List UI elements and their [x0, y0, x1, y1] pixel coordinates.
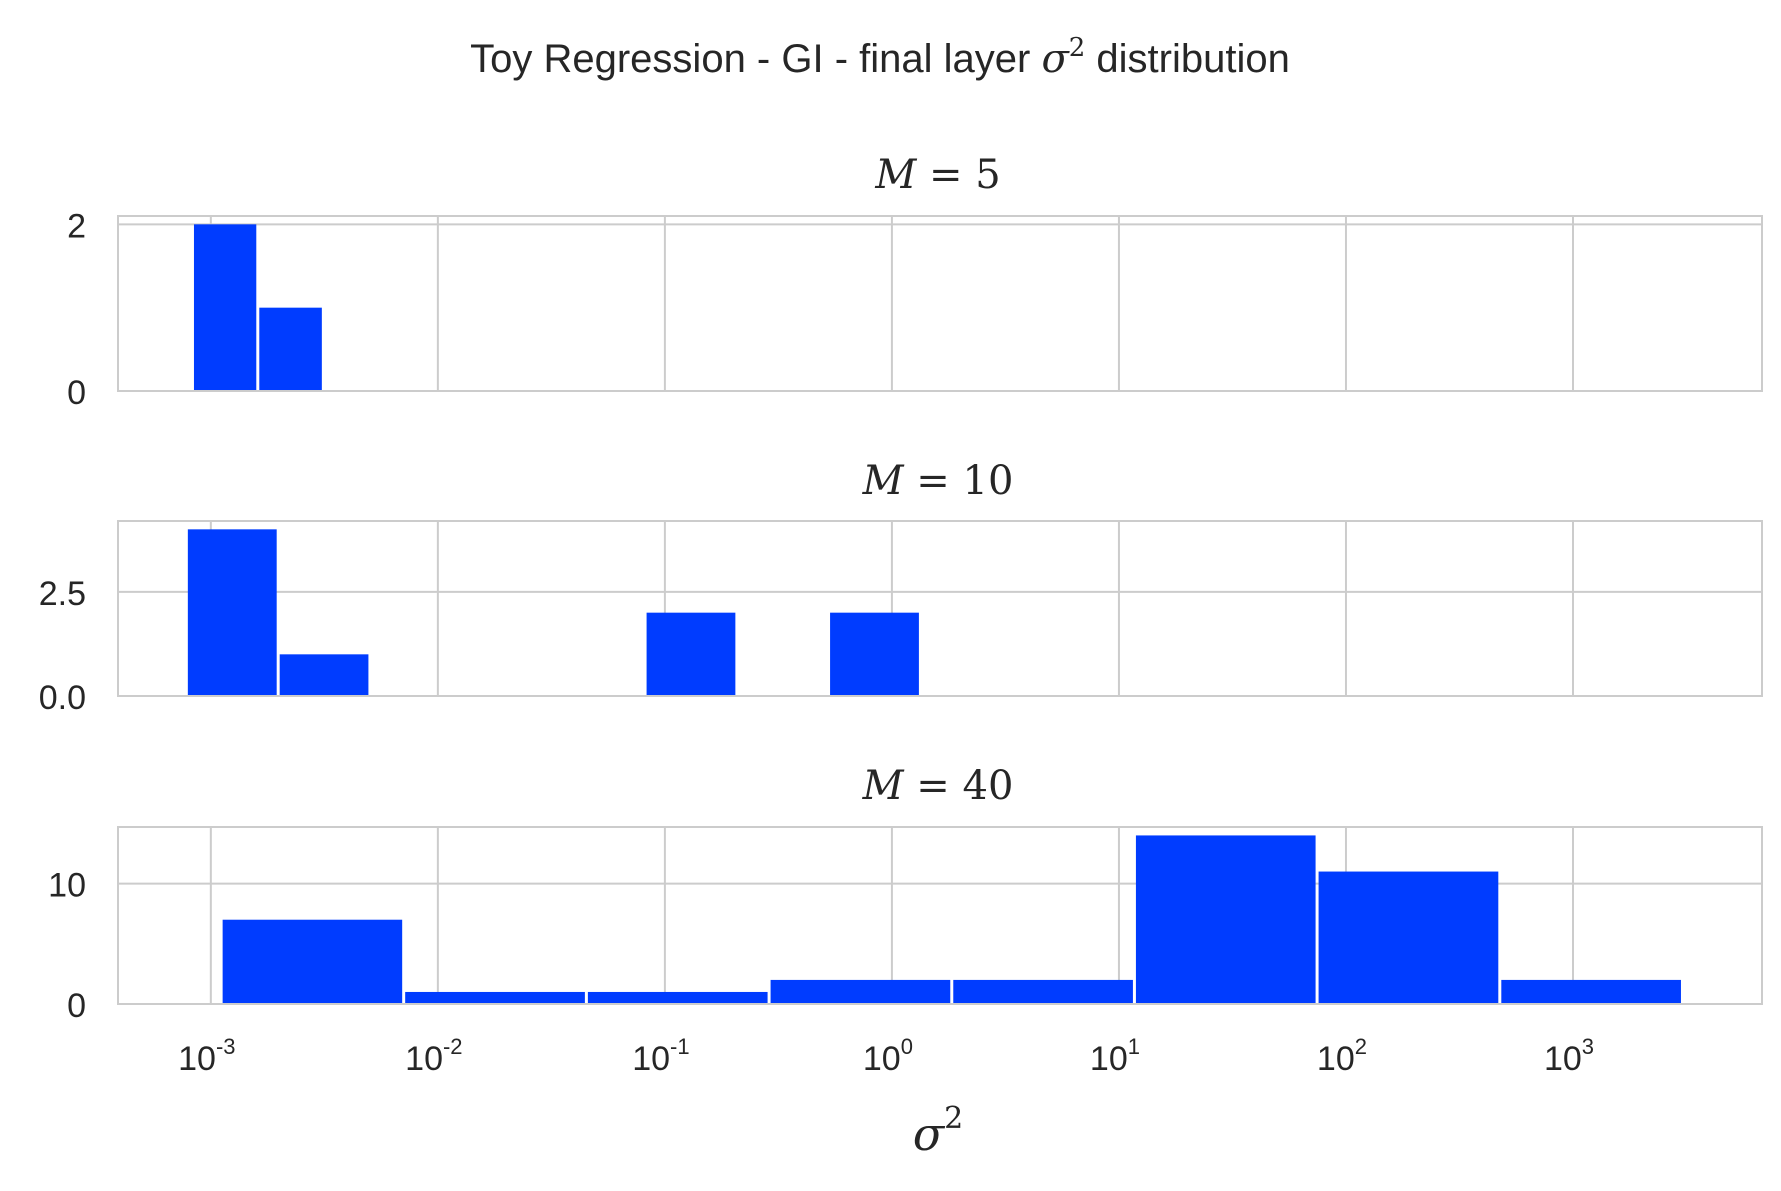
- histogram-bar: [193, 224, 257, 391]
- x-tick-exponent: 2: [1355, 1034, 1367, 1059]
- subplot-1: 0 2 M = 5: [67, 152, 1763, 412]
- subplot-3: 0 10 M = 40: [48, 763, 1763, 1025]
- histogram-bar: [1135, 835, 1316, 1004]
- figure-title-math-sup: 2: [1069, 33, 1086, 63]
- x-tick-label: 10-2: [405, 1034, 462, 1078]
- y-tick-label: 0: [67, 374, 86, 412]
- figure-title-math: σ: [1041, 36, 1070, 82]
- subplot-title-value: 5: [975, 152, 1000, 198]
- x-tick-exponent: 1: [1128, 1034, 1140, 1059]
- x-axis: 10-3 10-2 10-1 100 101 102 103: [178, 1034, 1594, 1078]
- histogram-bar: [279, 654, 369, 696]
- axes-frame: [117, 520, 1763, 697]
- x-tick-label: 102: [1317, 1034, 1367, 1078]
- x-tick-base: 10: [863, 1040, 901, 1078]
- x-axis-label-sup: 2: [944, 1101, 963, 1136]
- x-tick-label: 103: [1544, 1034, 1594, 1078]
- histogram-bar: [646, 612, 736, 696]
- figure-title-suffix: distribution: [1085, 37, 1290, 81]
- x-tick-label: 101: [1090, 1034, 1140, 1078]
- subplot-title-eq: =: [904, 458, 963, 504]
- subplot-title-value: 10: [963, 458, 1014, 504]
- x-tick-exponent: 0: [901, 1034, 913, 1059]
- x-axis-label-math: σ: [913, 1107, 946, 1161]
- x-tick-base: 10: [1544, 1040, 1582, 1078]
- subplot-title-eq: =: [904, 763, 963, 809]
- subplot-2: 0.0 2.5 M = 10: [39, 458, 1763, 717]
- x-tick-exponent: -2: [443, 1034, 463, 1059]
- y-tick-label: 2: [67, 207, 86, 245]
- subplot-title: M = 5: [874, 152, 1000, 198]
- histogram-bar: [187, 529, 277, 696]
- histogram-bar: [1501, 979, 1681, 1004]
- histogram-bar: [222, 919, 403, 1004]
- axes-frame: [117, 215, 1763, 392]
- x-tick-exponent: 3: [1582, 1034, 1594, 1059]
- histogram-bar: [770, 979, 951, 1004]
- y-tick-label: 10: [48, 867, 86, 905]
- subplot-title-var: M: [874, 152, 917, 198]
- x-tick-base: 10: [405, 1040, 443, 1078]
- histogram-bar: [830, 612, 919, 696]
- histogram-bar: [587, 991, 768, 1004]
- figure-title-prefix: Toy Regression - GI - final layer: [470, 37, 1041, 81]
- subplots: 0 2 M = 5 0.0 2.5 M = 10 0 10 M = 40: [39, 152, 1763, 1025]
- x-tick-exponent: -3: [216, 1034, 236, 1059]
- x-tick-exponent: -1: [670, 1034, 690, 1059]
- subplot-title-var: M: [862, 763, 905, 809]
- subplot-title-value: 40: [963, 763, 1014, 809]
- x-tick-base: 10: [178, 1040, 216, 1078]
- y-tick-label: 2.5: [39, 575, 86, 613]
- x-tick-label: 100: [863, 1034, 913, 1078]
- x-tick-label: 10-1: [632, 1034, 689, 1078]
- histogram-bar: [953, 979, 1133, 1004]
- x-tick-base: 10: [632, 1040, 670, 1078]
- histogram-bar: [405, 991, 585, 1004]
- figure-title: Toy Regression - GI - final layer σ2 dis…: [470, 33, 1290, 82]
- histogram-bar: [1318, 871, 1499, 1004]
- subplot-title: M = 10: [862, 458, 1014, 504]
- subplot-title: M = 40: [862, 763, 1014, 809]
- subplot-title-eq: =: [916, 152, 975, 198]
- x-axis-label: σ2: [913, 1101, 964, 1161]
- histogram-bar: [259, 307, 322, 391]
- y-tick-label: 0: [67, 987, 86, 1025]
- axes-frame: [117, 826, 1763, 1005]
- x-tick-base: 10: [1317, 1040, 1355, 1078]
- subplot-title-var: M: [862, 458, 905, 504]
- y-tick-label: 0.0: [39, 679, 86, 717]
- x-tick-base: 10: [1090, 1040, 1128, 1078]
- x-tick-label: 10-3: [178, 1034, 235, 1078]
